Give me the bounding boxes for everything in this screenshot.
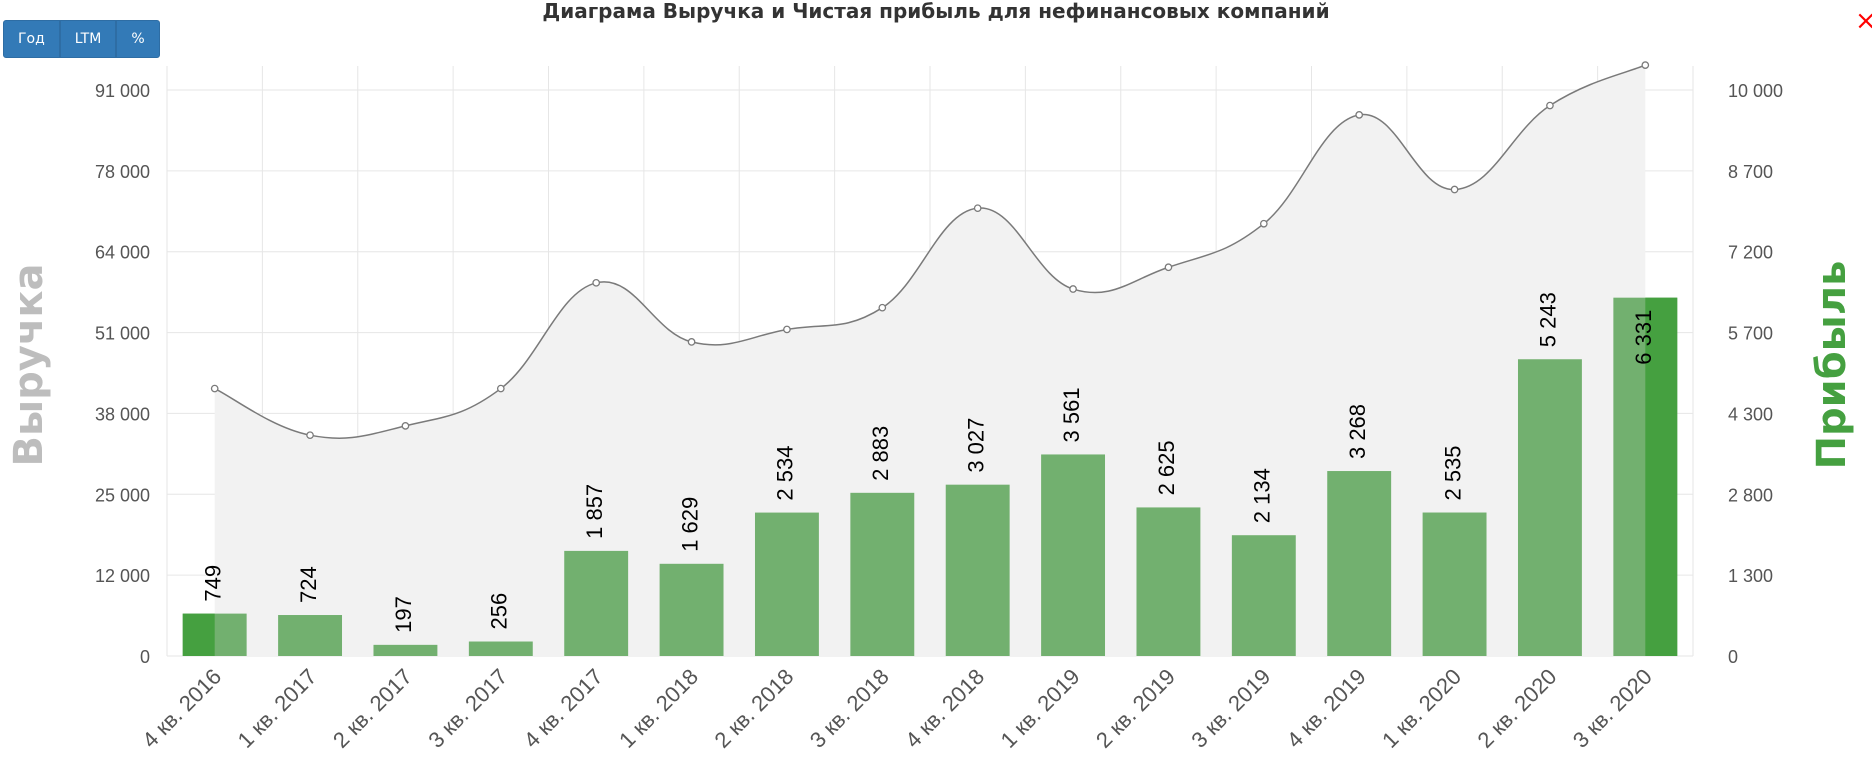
profit-bar <box>1327 471 1392 656</box>
x-axis-tick-label: 1 кв. 2017 <box>233 664 322 753</box>
x-axis-tick-label: 3 кв. 2020 <box>1568 664 1657 753</box>
x-axis-tick-label: 1 кв. 2019 <box>996 664 1085 753</box>
profit-bar <box>945 484 1010 656</box>
chart-title: Диаграма Выручка и Чистая прибыль для не… <box>542 0 1330 23</box>
profit-bar <box>373 644 438 656</box>
profit-bar-highlight <box>1645 297 1678 656</box>
revenue-point <box>1069 285 1077 293</box>
left-axis-tick-label: 51 000 <box>95 324 150 344</box>
left-axis-tick-label: 38 000 <box>95 404 150 424</box>
right-axis-tick-label: 0 <box>1728 647 1738 667</box>
left-axis-tick-label: 91 000 <box>95 81 150 101</box>
revenue-point <box>401 422 410 430</box>
right-axis-tick-label: 1 300 <box>1728 566 1773 586</box>
revenue-point <box>1641 61 1650 69</box>
profit-bar <box>850 492 915 656</box>
profit-data-label: 1 629 <box>677 497 702 552</box>
right-axis-tick-label: 7 200 <box>1728 243 1773 263</box>
x-axis-tick-label: 2 кв. 2017 <box>328 664 417 753</box>
profit-data-label: 749 <box>201 565 226 602</box>
x-axis-tick-label: 3 кв. 2017 <box>423 664 512 753</box>
left-axis-title: Выручка <box>6 264 52 467</box>
revenue-point <box>210 384 219 393</box>
profit-bar <box>659 563 724 656</box>
left-axis-tick-label: 12 000 <box>95 566 150 586</box>
x-axis-tick-label: 2 кв. 2018 <box>709 664 798 753</box>
x-axis-tick-label: 4 кв. 2016 <box>137 664 226 753</box>
left-axis-tick-label: 64 000 <box>95 243 150 263</box>
profit-data-label: 6 331 <box>1631 310 1656 365</box>
profit-data-label: 197 <box>391 596 416 633</box>
revenue-point <box>783 325 791 334</box>
year-button[interactable]: Год <box>3 20 60 58</box>
x-axis-tick-label: 1 кв. 2018 <box>614 664 703 753</box>
profit-data-label: 1 857 <box>582 484 607 539</box>
x-axis-tick-label: 2 кв. 2020 <box>1472 664 1561 753</box>
revenue-point <box>687 338 696 346</box>
profit-data-label: 2 534 <box>773 446 798 501</box>
profit-bar <box>1231 535 1296 656</box>
x-axis-tick-label: 4 кв. 2019 <box>1282 664 1371 753</box>
profit-bar <box>278 615 343 656</box>
close-icon[interactable]: × <box>1855 6 1872 36</box>
profit-bar-highlight <box>182 613 215 656</box>
revenue-point <box>496 384 505 393</box>
revenue-point <box>306 431 314 440</box>
profit-bar <box>1517 359 1582 656</box>
revenue-line <box>214 64 1646 439</box>
right-axis-tick-label: 2 800 <box>1728 485 1773 505</box>
right-axis-tick-label: 4 300 <box>1728 404 1773 424</box>
x-axis-tick-label: 3 кв. 2018 <box>805 664 894 753</box>
profit-bar <box>1422 512 1487 656</box>
percent-button[interactable]: % <box>116 20 160 58</box>
profit-bar <box>468 641 533 656</box>
profit-data-label: 3 561 <box>1059 387 1084 442</box>
profit-bar <box>754 512 819 656</box>
profit-data-label: 724 <box>296 566 321 603</box>
left-axis-tick-label: 0 <box>140 647 150 667</box>
profit-bar <box>564 550 629 656</box>
right-axis-title: Прибыль <box>1809 261 1855 470</box>
revenue-point <box>592 278 601 287</box>
profit-data-label: 2 883 <box>868 426 893 481</box>
period-toggle-group: Год LTM % <box>3 20 160 58</box>
right-axis-tick-label: 8 700 <box>1728 162 1773 182</box>
revenue-point <box>1450 185 1459 194</box>
revenue-point <box>1164 263 1173 272</box>
revenue-point <box>1355 111 1364 119</box>
left-axis-tick-label: 78 000 <box>95 162 150 182</box>
revenue-point <box>878 303 887 312</box>
revenue-point <box>1546 101 1554 110</box>
profit-data-label: 2 134 <box>1250 468 1275 523</box>
x-axis-tick-label: 3 кв. 2019 <box>1186 664 1275 753</box>
ltm-button[interactable]: LTM <box>59 20 117 58</box>
x-axis-tick-label: 1 кв. 2020 <box>1377 664 1466 753</box>
x-axis-tick-label: 2 кв. 2019 <box>1091 664 1180 753</box>
profit-data-label: 2 625 <box>1154 440 1179 495</box>
right-axis-tick-label: 10 000 <box>1728 81 1783 101</box>
x-axis-tick-label: 4 кв. 2018 <box>900 664 989 753</box>
revenue-point <box>973 204 982 213</box>
profit-data-label: 3 268 <box>1345 404 1370 459</box>
revenue-point <box>1259 219 1268 228</box>
profit-bar <box>1041 454 1106 656</box>
profit-data-label: 2 535 <box>1440 445 1465 500</box>
x-axis-tick-label: 4 кв. 2017 <box>519 664 608 753</box>
profit-bar <box>1136 507 1201 656</box>
left-axis-tick-label: 25 000 <box>95 485 150 505</box>
profit-data-label: 5 243 <box>1536 292 1561 347</box>
right-axis-tick-label: 5 700 <box>1728 324 1773 344</box>
profit-data-label: 3 027 <box>964 418 989 473</box>
revenue-area <box>214 65 1646 657</box>
profit-data-label: 256 <box>487 593 512 630</box>
